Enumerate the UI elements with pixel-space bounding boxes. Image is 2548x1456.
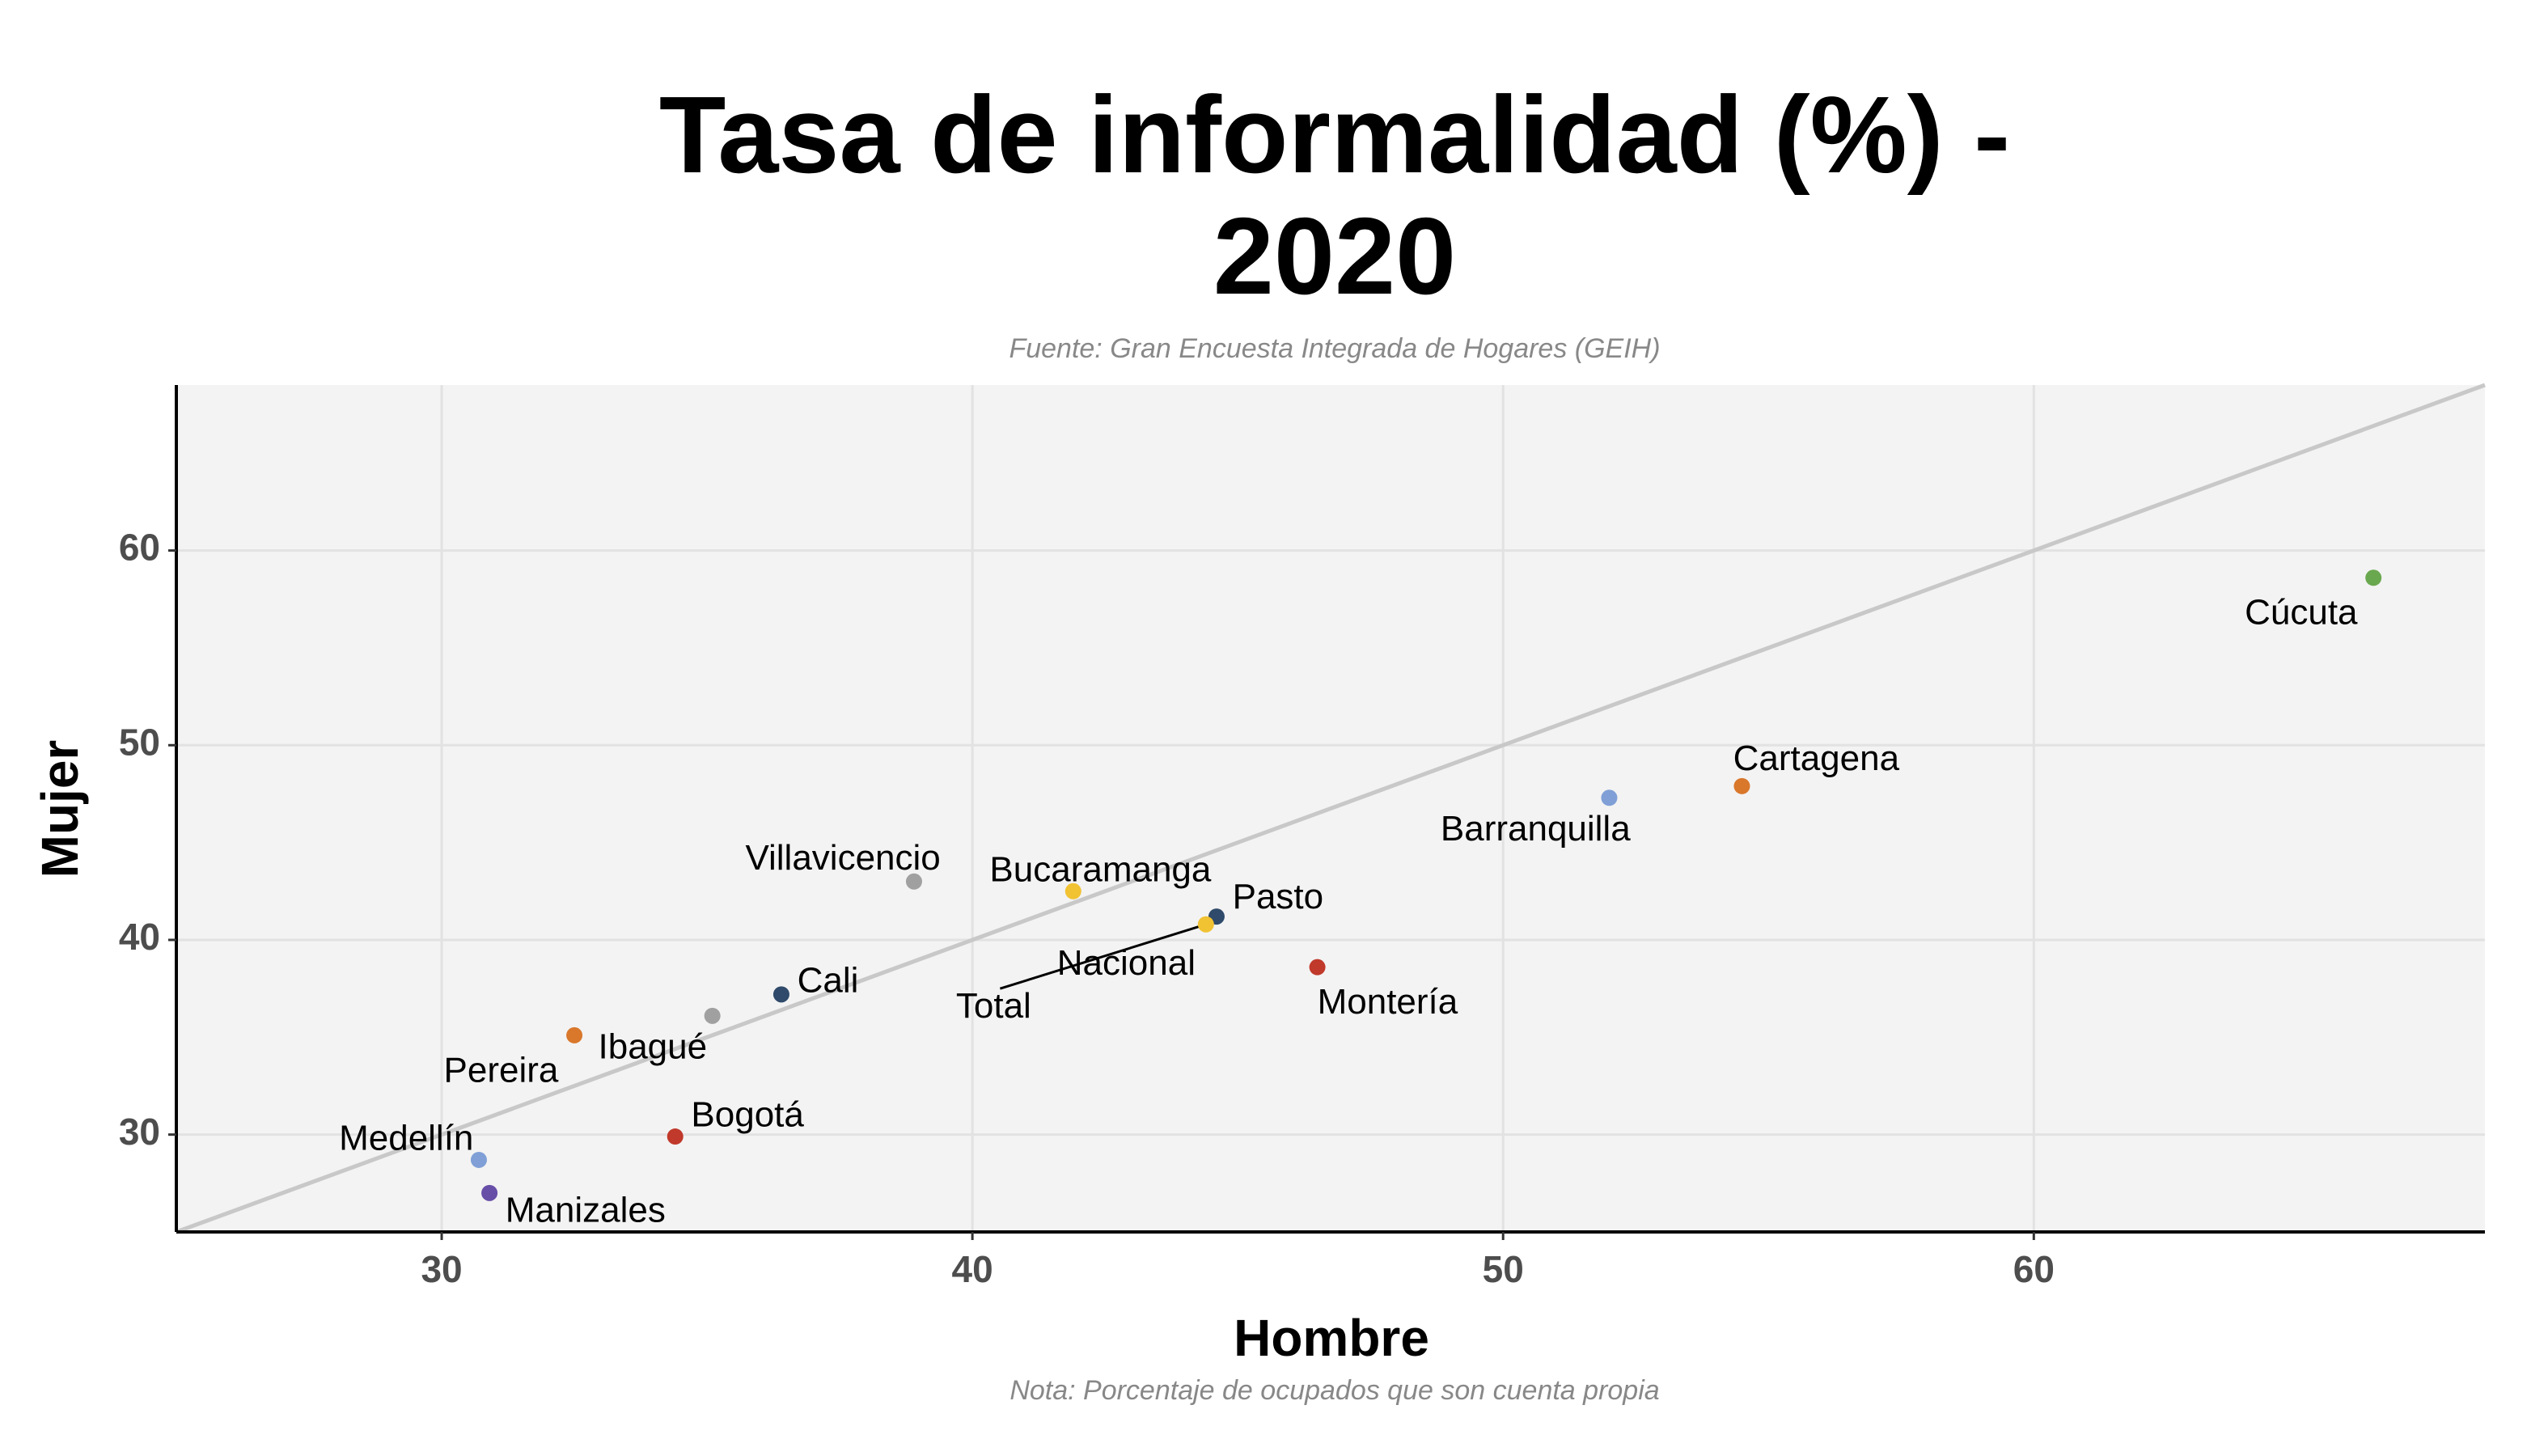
data-point [566,1026,583,1043]
label-leader-line [999,925,1202,990]
data-point [704,1007,721,1024]
point-label: Villavicencio [745,838,940,878]
data-point [1601,789,1618,806]
point-label: Pasto [1233,877,1324,916]
chart-title-line-1: Tasa de informalidad (%) - [658,74,2011,196]
x-tick-label: 40 [952,1248,993,1290]
point-label: Bucaramanga [989,849,1211,889]
data-point [905,873,922,890]
y-axis-title: Mujer [31,740,89,878]
chart-subtitle: Fuente: Gran Encuesta Integrada de Hogar… [1009,333,1661,364]
y-tick-label: 30 [119,1111,160,1153]
data-point [1309,959,1326,976]
point-label: Cartagena [1733,739,1900,778]
tick-labels: 30 40 50 60 30 40 50 60 [119,527,2055,1290]
point-label: Nacional [1057,943,1196,983]
point-label: Montería [1318,982,1458,1022]
chart-title-line-2: 2020 [1213,195,1457,317]
y-tick-label: 40 [119,916,160,958]
data-point [1197,916,1214,933]
point-labels: Cúcuta Cartagena Barranquilla Villavicencio… [339,593,2358,1230]
data-point [481,1184,498,1201]
data-point [470,1151,487,1168]
data-point [772,986,789,1003]
data-points [470,569,2382,1201]
axes [168,385,2485,1240]
point-label: Cúcuta [2245,593,2358,633]
grid-lines [176,385,2485,1232]
chart-title: Tasa de informalidad (%) - 2020 [0,74,2548,317]
chart-caption: Nota: Porcentaje de ocupados que son cue… [1009,1375,1660,1406]
point-label: Ibagué [599,1026,708,1066]
point-label: Total [956,986,1031,1026]
reference-line [176,383,2486,1234]
data-point [1064,882,1081,899]
x-axis-title: Hombre [1234,1309,1429,1367]
data-point [2365,569,2382,586]
y-tick-label: 50 [119,721,160,763]
point-label: Manizales [506,1191,666,1230]
x-tick-label: 50 [1483,1248,1524,1290]
reference-line-group [176,383,2486,1234]
point-label: Medellín [339,1119,473,1158]
y-tick-label: 60 [119,527,160,569]
point-label: Bogotá [691,1095,804,1135]
point-label: Barranquilla [1441,809,1631,849]
point-label: Cali [798,961,859,1001]
point-label: Pereira [444,1050,559,1090]
data-point [1733,777,1750,794]
leader-lines [999,925,1202,990]
data-point [667,1128,684,1145]
x-tick-label: 30 [421,1248,462,1290]
x-tick-label: 60 [2013,1248,2055,1290]
